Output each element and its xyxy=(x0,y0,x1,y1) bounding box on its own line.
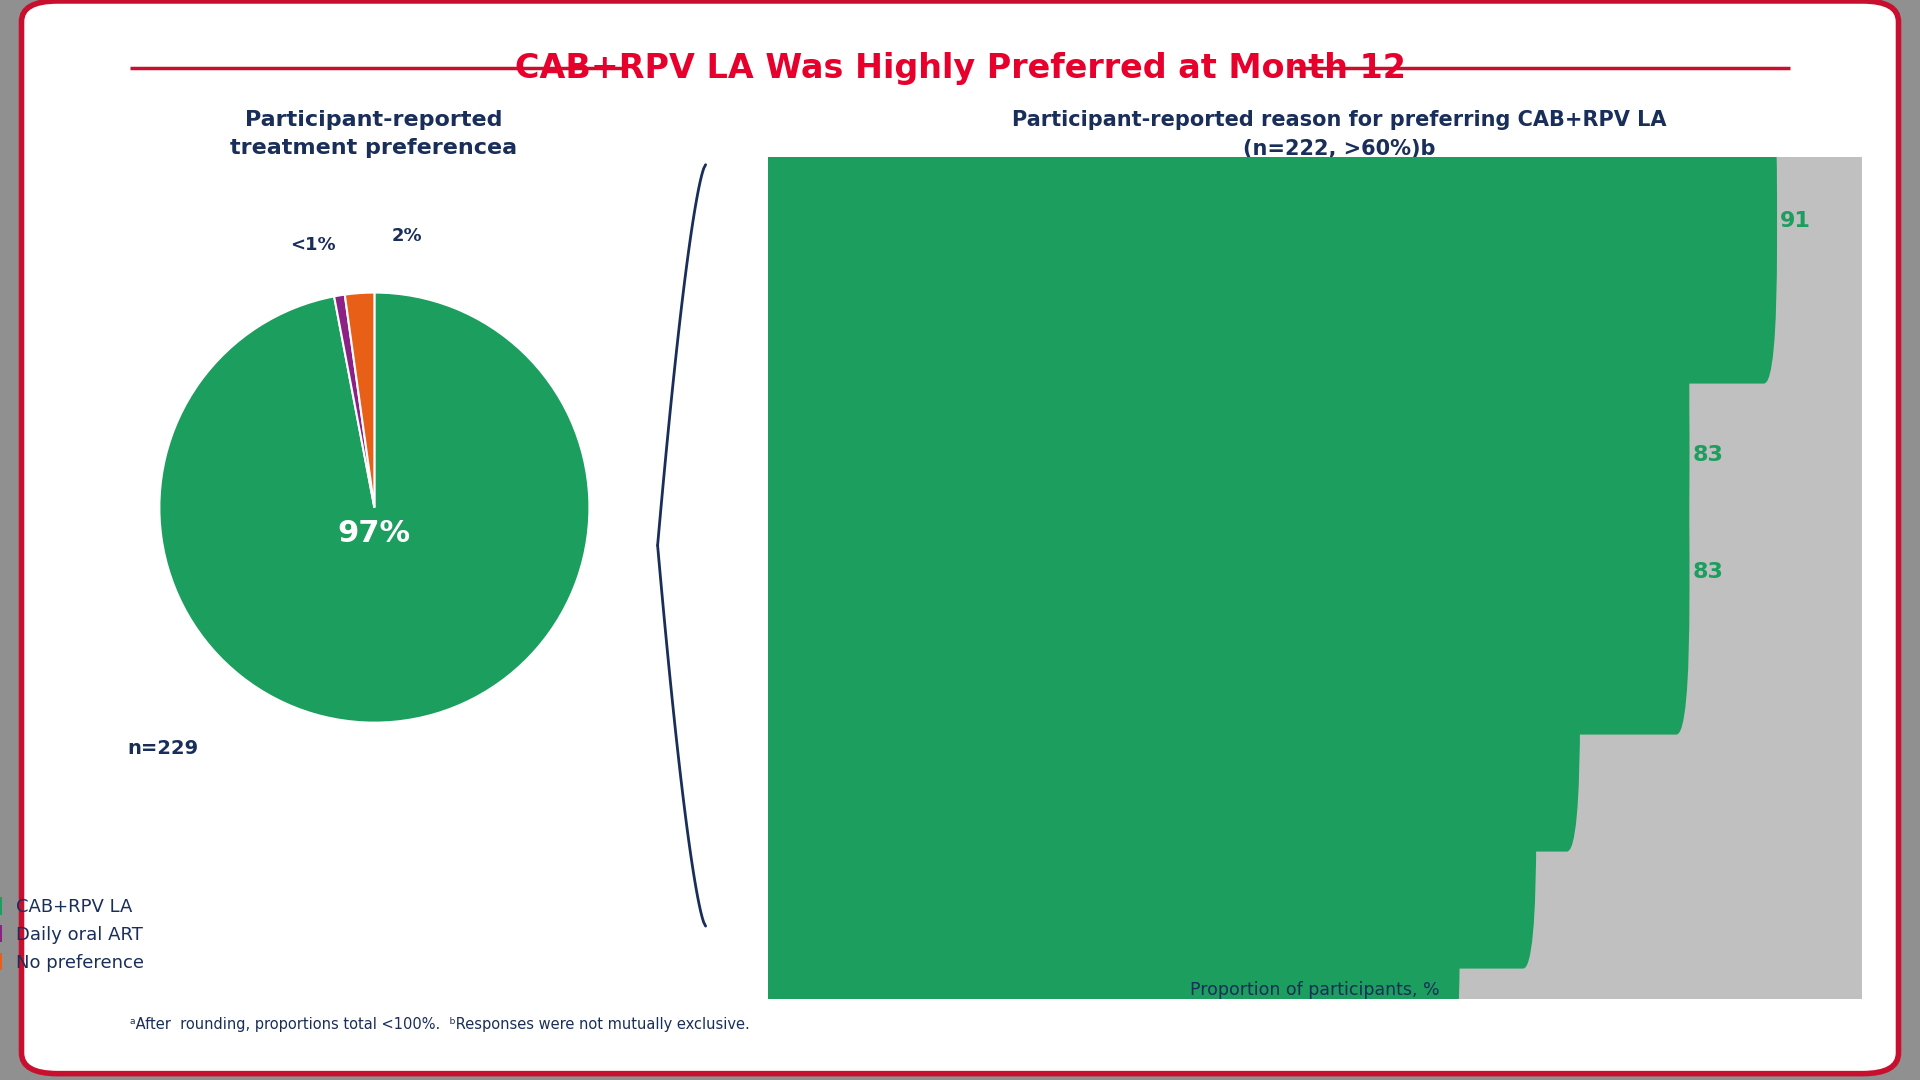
FancyBboxPatch shape xyxy=(755,644,1536,969)
FancyBboxPatch shape xyxy=(755,760,1876,1080)
Text: treatment preferencea: treatment preferencea xyxy=(230,138,516,159)
Text: Do not have to think about HIV status every day: Do not have to think about HIV status ev… xyxy=(768,761,1158,777)
Text: Tired of taking tablet(s) every day: Tired of taking tablet(s) every day xyxy=(768,410,1043,426)
Text: 83: 83 xyxy=(1693,445,1724,465)
FancyBboxPatch shape xyxy=(755,293,1876,618)
Text: Do not have to carry HIV medication around: Do not have to carry HIV medication arou… xyxy=(768,528,1123,542)
Text: 73: 73 xyxy=(1584,679,1615,699)
Text: Feel more in control of managing HIV: Feel more in control of managing HIV xyxy=(768,645,1068,660)
FancyBboxPatch shape xyxy=(755,58,1876,383)
FancyBboxPatch shape xyxy=(755,644,1876,969)
FancyBboxPatch shape xyxy=(755,175,1876,501)
FancyBboxPatch shape xyxy=(755,409,1876,734)
FancyBboxPatch shape xyxy=(755,58,1778,383)
Text: Participant-reported: Participant-reported xyxy=(244,109,503,130)
FancyBboxPatch shape xyxy=(755,526,1580,851)
Text: Do not have to worry about others seeing or finding HIV medication: Do not have to worry about others seeing… xyxy=(768,879,1313,894)
Text: 91: 91 xyxy=(1780,211,1811,231)
FancyBboxPatch shape xyxy=(755,526,1876,851)
Text: <1%: <1% xyxy=(290,235,336,254)
Text: Participant-reported reason for preferring CAB+RPV LA: Participant-reported reason for preferri… xyxy=(1012,109,1667,130)
Text: (n=222, >60%)b: (n=222, >60%)b xyxy=(1242,139,1436,160)
Text: 2%: 2% xyxy=(392,227,422,245)
Text: 83: 83 xyxy=(1693,562,1724,582)
Text: Proportion of participants, %: Proportion of participants, % xyxy=(1190,981,1440,999)
FancyBboxPatch shape xyxy=(755,760,1459,1080)
Text: 62: 62 xyxy=(1463,913,1494,933)
FancyBboxPatch shape xyxy=(755,409,1690,734)
Text: ᵃAfter  rounding, proportions total <100%.  ᵇResponses were not mutually exclusi: ᵃAfter rounding, proportions total <100%… xyxy=(131,1016,749,1031)
FancyBboxPatch shape xyxy=(21,1,1899,1074)
Wedge shape xyxy=(334,295,374,508)
FancyBboxPatch shape xyxy=(755,175,1690,501)
Text: Do not have to worry about remembering to take HIV medication every day: Do not have to worry about remembering t… xyxy=(768,177,1379,191)
Text: 69: 69 xyxy=(1540,796,1571,816)
Wedge shape xyxy=(346,293,374,508)
Text: 83: 83 xyxy=(1693,328,1724,348)
Text: 97%: 97% xyxy=(338,518,411,548)
Text: More convenient to receive injections: More convenient to receive injections xyxy=(768,294,1069,309)
FancyBboxPatch shape xyxy=(755,293,1690,618)
Text: CAB+RPV LA Was Highly Preferred at Month 12: CAB+RPV LA Was Highly Preferred at Month… xyxy=(515,52,1405,84)
Legend: CAB+RPV LA, Daily oral ART, No preference: CAB+RPV LA, Daily oral ART, No preferenc… xyxy=(0,897,144,972)
Wedge shape xyxy=(159,293,589,723)
Text: n=229: n=229 xyxy=(127,739,198,758)
